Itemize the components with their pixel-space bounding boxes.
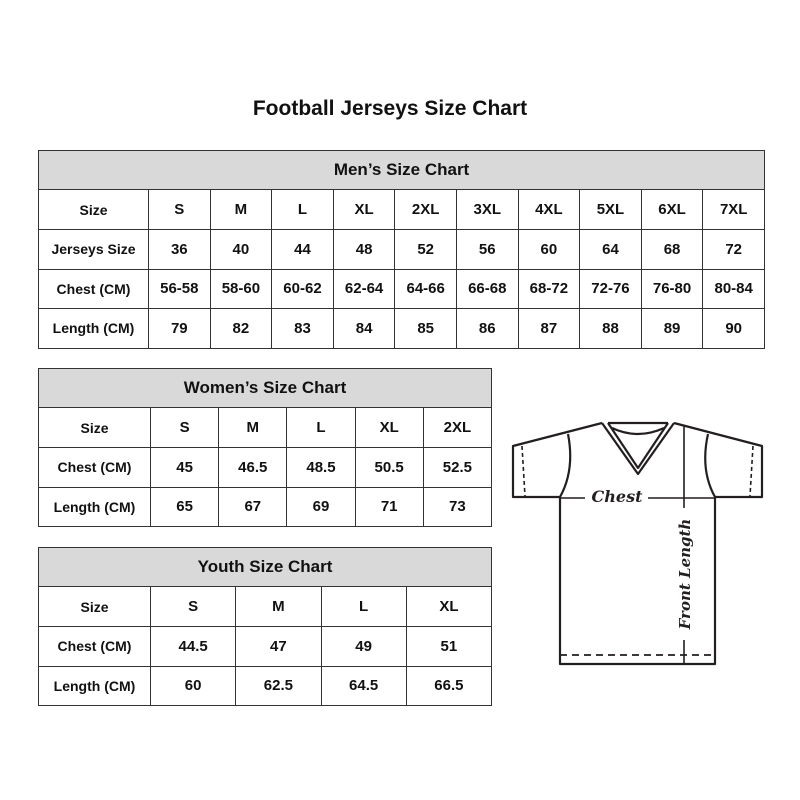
- women-table-row: Length (CM) 65 67 69 71 73: [38, 486, 493, 527]
- womens-size-table: Women’s Size Chart Size S M L XL 2XL Chest (CM…: [37, 368, 493, 527]
- table-cell: 82: [209, 308, 273, 349]
- table-cell: 62.5: [235, 665, 322, 706]
- row-label: Chest (CM): [38, 447, 151, 488]
- table-cell: 65: [149, 486, 220, 527]
- men-table-row: Size S M L XL 2XL 3XL 4XL 5XL 6XL 7XL: [38, 189, 766, 230]
- sleeve-seams: [559, 433, 716, 498]
- table-cell: 52.5: [422, 447, 493, 488]
- table-cell: XL: [354, 407, 424, 448]
- table-cell: 86: [455, 308, 519, 349]
- table-cell: 85: [394, 308, 457, 349]
- table-cell: 71: [354, 486, 424, 527]
- chest-label: Chest: [592, 487, 644, 506]
- table-cell: 2XL: [422, 407, 493, 448]
- table-cell: 51: [405, 626, 493, 667]
- table-cell: 73: [422, 486, 493, 527]
- jersey-outline: [511, 421, 764, 666]
- table-cell: 62-64: [332, 268, 396, 309]
- table-cell: 68: [640, 229, 704, 270]
- table-cell: 48: [332, 229, 396, 270]
- youth-table-row: Length (CM) 60 62.5 64.5 66.5: [38, 665, 493, 706]
- table-cell: 47: [235, 626, 322, 667]
- table-cell: 66-68: [455, 268, 519, 309]
- women-table-row: Size S M L XL 2XL: [38, 407, 493, 448]
- table-cell: L: [320, 586, 407, 627]
- youth-size-table: Youth Size Chart Size S M L XL Chest (CM) 44.5…: [37, 547, 493, 706]
- table-cell: 40: [209, 229, 273, 270]
- front-length-label: Front Length: [676, 519, 694, 631]
- table-cell: L: [271, 189, 334, 230]
- table-cell: 60: [517, 229, 581, 270]
- table-cell: S: [149, 586, 237, 627]
- men-table-row: Length (CM) 79 82 83 84 85 86 87 88 89 90: [38, 308, 766, 349]
- women-table-row: Chest (CM) 45 46.5 48.5 50.5 52.5: [38, 447, 493, 488]
- row-label: Size: [38, 189, 149, 230]
- table-cell: 48.5: [286, 447, 356, 488]
- table-cell: S: [149, 407, 220, 448]
- table-cell: M: [218, 407, 288, 448]
- table-cell: XL: [405, 586, 493, 627]
- table-cell: 36: [148, 229, 211, 270]
- table-cell: L: [286, 407, 356, 448]
- table-cell: 60: [149, 665, 237, 706]
- youth-table-heading: Youth Size Chart: [37, 547, 493, 587]
- jersey-collar: [601, 421, 675, 476]
- table-cell: 79: [148, 308, 211, 349]
- row-label: Chest (CM): [38, 626, 151, 667]
- table-cell: 50.5: [354, 447, 424, 488]
- table-cell: 3XL: [455, 189, 519, 230]
- row-label: Size: [38, 586, 151, 627]
- sleeve-hem-dashed: [521, 445, 754, 497]
- table-cell: 68-72: [517, 268, 581, 309]
- table-cell: 88: [579, 308, 642, 349]
- table-cell: 49: [320, 626, 407, 667]
- table-cell: 72-76: [579, 268, 642, 309]
- row-label: Length (CM): [38, 486, 151, 527]
- mens-size-table: Men’s Size Chart Size S M L XL 2XL 3XL 4XL 5XL 6X…: [37, 150, 766, 349]
- table-cell: 6XL: [640, 189, 704, 230]
- row-label: Jerseys Size: [38, 229, 149, 270]
- table-cell: 45: [149, 447, 220, 488]
- table-cell: 80-84: [702, 268, 766, 309]
- table-cell: 87: [517, 308, 581, 349]
- table-cell: 69: [286, 486, 356, 527]
- table-cell: 76-80: [640, 268, 704, 309]
- table-cell: 66.5: [405, 665, 493, 706]
- table-cell: 44: [271, 229, 334, 270]
- mens-table-heading: Men’s Size Chart: [37, 150, 766, 190]
- womens-table-heading: Women’s Size Chart: [37, 368, 493, 408]
- row-label: Length (CM): [38, 308, 149, 349]
- table-cell: 2XL: [394, 189, 457, 230]
- table-cell: 60-62: [271, 268, 334, 309]
- table-cell: S: [148, 189, 211, 230]
- table-cell: 67: [218, 486, 288, 527]
- table-cell: XL: [332, 189, 396, 230]
- row-label: Size: [38, 407, 151, 448]
- table-cell: M: [235, 586, 322, 627]
- men-table-row: Jerseys Size 36 40 44 48 52 56 60 64 68 72: [38, 229, 766, 270]
- table-cell: 44.5: [149, 626, 237, 667]
- table-cell: 5XL: [579, 189, 642, 230]
- page-title: Football Jerseys Size Chart: [252, 97, 528, 120]
- table-cell: 90: [702, 308, 766, 349]
- youth-table-row: Chest (CM) 44.5 47 49 51: [38, 626, 493, 667]
- table-cell: 84: [332, 308, 396, 349]
- youth-table-row: Size S M L XL: [38, 586, 493, 627]
- table-cell: 56-58: [148, 268, 211, 309]
- table-cell: 64.5: [320, 665, 407, 706]
- table-cell: 7XL: [702, 189, 766, 230]
